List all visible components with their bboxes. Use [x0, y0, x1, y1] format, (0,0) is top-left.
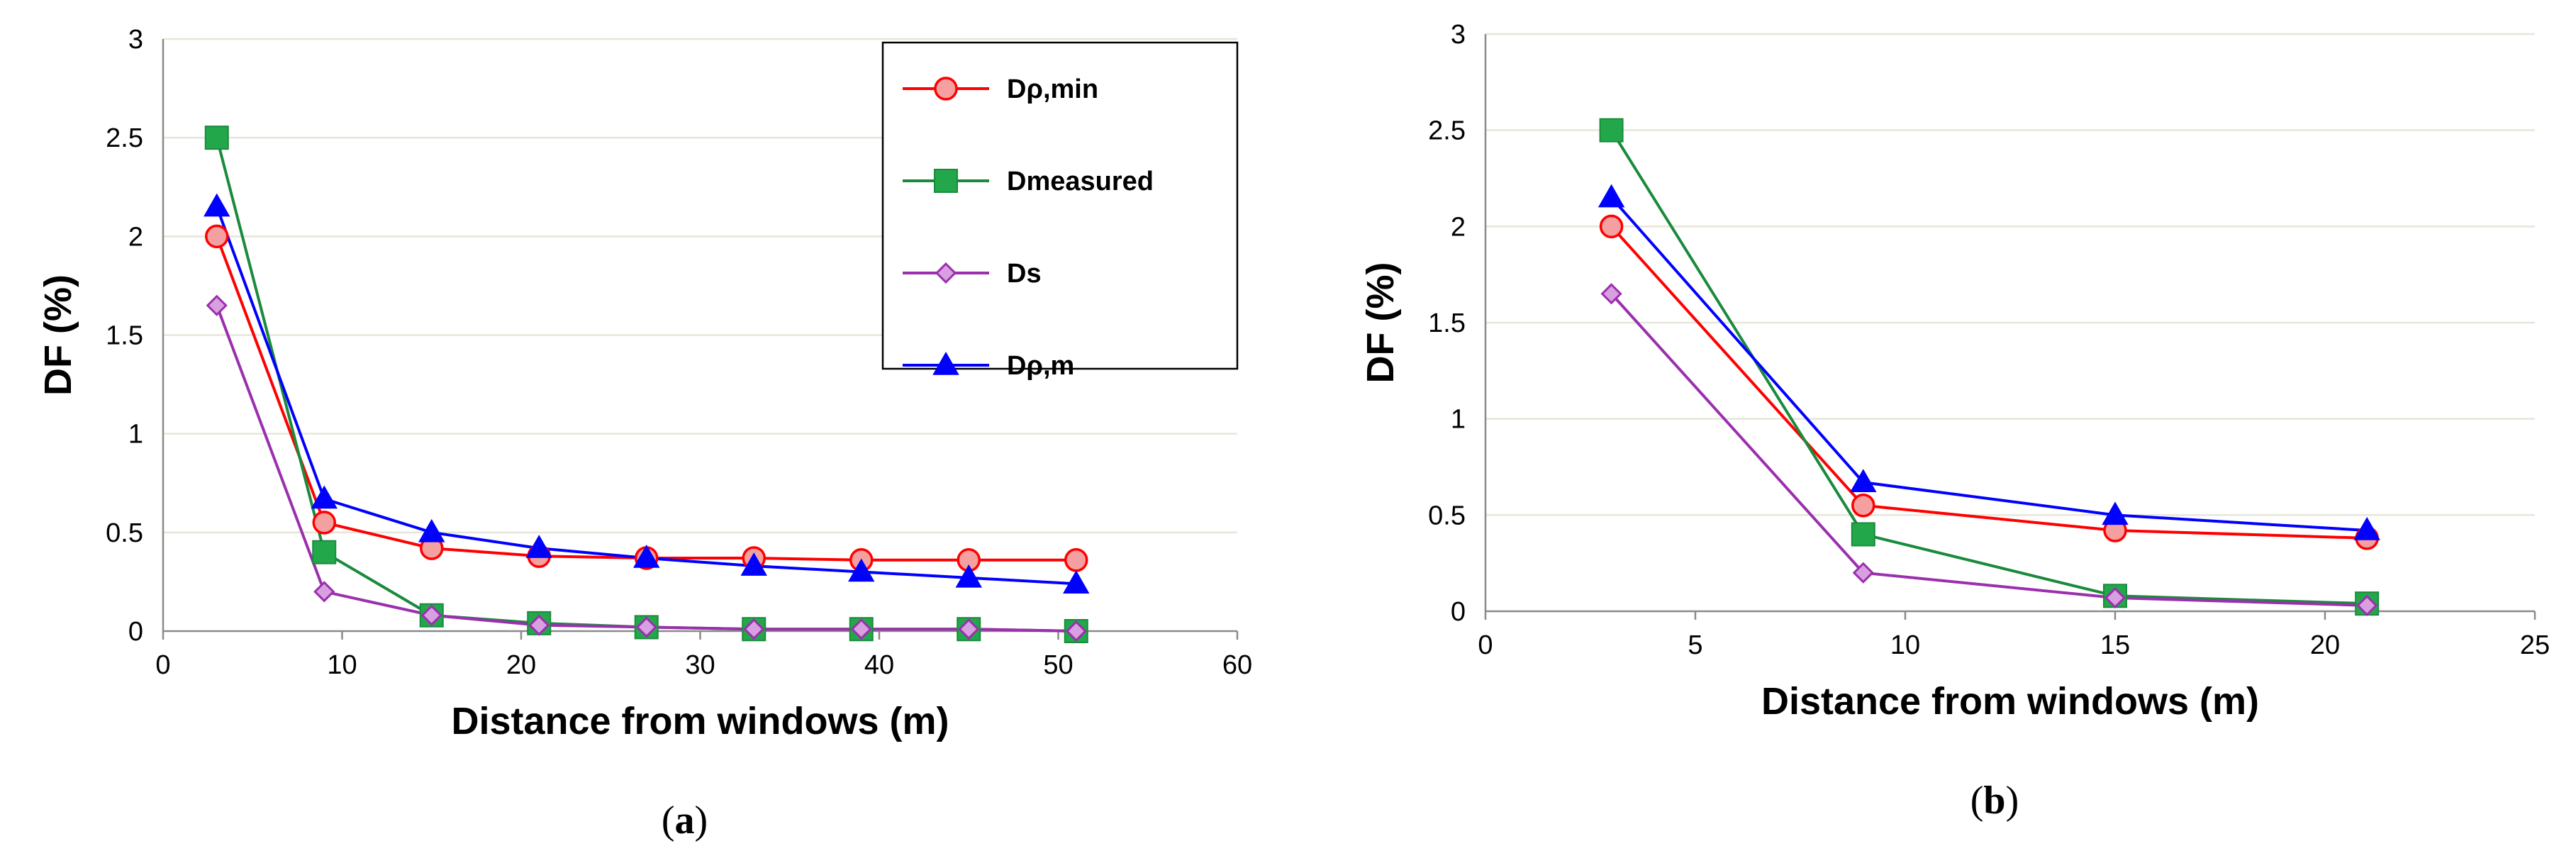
caption-close-paren: )	[2006, 779, 2019, 823]
y-tick-label: 1	[128, 420, 143, 450]
series-line-d-m	[1610, 196, 2368, 533]
data-point-d-m	[848, 558, 875, 582]
data-point-d-m	[1063, 570, 1090, 594]
caption-open-paren: (	[1970, 779, 1984, 823]
legend-label-ds: Ds	[1007, 259, 1042, 289]
data-point-ds	[206, 294, 228, 316]
chart-panel-b: 0 0.5 1 1.5 2 2.5 3 0 5 10 15 20 25 Distance from win…	[1359, 20, 2550, 823]
panel-caption: (a)	[662, 798, 708, 842]
data-point-dmeasured	[1851, 522, 1875, 547]
x-tick-label: 10	[327, 650, 357, 680]
y-tick-label: 1.5	[1428, 308, 1466, 338]
y-tick-label: 0	[128, 617, 143, 647]
data-point-ds	[2104, 586, 2126, 609]
legend-marker-dmeasured	[934, 169, 958, 193]
data-point-ds	[635, 616, 657, 638]
legend-marker-d-m	[932, 351, 959, 375]
data-point-ds	[850, 618, 872, 640]
legend-label-d-m: Dρ,m	[1007, 351, 1074, 381]
data-point-d-min	[312, 511, 336, 535]
data-point-ds	[420, 604, 442, 626]
y-tick-label: 0.5	[106, 518, 143, 548]
panel-caption: (b)	[1970, 779, 2019, 823]
data-point-d-m	[2102, 501, 2129, 525]
x-tick-label: 20	[506, 650, 536, 680]
series-line-ds	[1610, 292, 2368, 607]
data-point-d-m	[1850, 469, 1877, 492]
caption-open-paren: (	[662, 798, 675, 842]
x-tick-label: 20	[2310, 630, 2340, 660]
y-tick-label: 1.5	[106, 321, 143, 351]
panel-label: a	[675, 798, 695, 842]
y-tick-label: 1	[1451, 405, 1466, 435]
x-tick-label: 40	[864, 650, 894, 680]
data-point-dmeasured	[312, 540, 337, 564]
x-tick-label: 10	[1890, 630, 1920, 660]
legend: Dρ,min Dmeasured Ds Dρ,m	[881, 41, 1239, 381]
x-tick-label: 60	[1222, 650, 1252, 680]
data-point-d-m	[418, 518, 445, 542]
y-axis-title: DF (%)	[37, 274, 79, 396]
x-tick-label: 5	[1688, 630, 1702, 660]
data-point-ds	[958, 618, 980, 640]
y-tick-label: 2	[128, 222, 143, 252]
y-tick-label: 2	[1451, 212, 1466, 242]
data-point-ds	[2356, 594, 2378, 616]
data-point-d-m	[1598, 184, 1625, 208]
data-point-ds	[1600, 283, 1622, 305]
x-axis-title: Distance from windows (m)	[1761, 680, 2259, 723]
data-point-d-m	[311, 485, 338, 509]
x-tick-label: 50	[1043, 650, 1073, 680]
x-tick-label: 0	[1478, 630, 1493, 660]
panel-label: b	[1983, 779, 2005, 823]
y-tick-label: 0	[1451, 597, 1466, 627]
series-line-dmeasured	[1610, 129, 2368, 606]
data-point-ds	[1065, 620, 1087, 642]
data-point-ds	[528, 614, 550, 636]
data-point-d-m	[525, 535, 552, 558]
data-point-d-m	[740, 552, 767, 576]
legend-label-dmeasured: Dmeasured	[1007, 167, 1154, 196]
x-axis-title: Distance from windows (m)	[451, 700, 949, 742]
data-point-d-m	[633, 545, 660, 568]
x-tick-label: 0	[155, 650, 170, 680]
data-point-d-m	[2353, 517, 2380, 540]
data-point-ds	[1852, 562, 1874, 584]
data-point-dmeasured	[204, 126, 229, 150]
data-point-d-m	[203, 193, 230, 217]
series-line-d-min	[1610, 225, 2368, 540]
data-point-ds	[743, 618, 765, 640]
y-tick-label: 2.5	[106, 123, 143, 153]
y-tick-label: 2.5	[1428, 116, 1466, 146]
data-point-d-min	[205, 224, 229, 249]
data-point-d-min	[1064, 548, 1088, 572]
y-tick-label: 0.5	[1428, 501, 1466, 530]
legend-label-d-min: Dρ,min	[1007, 74, 1098, 104]
data-point-d-min	[1851, 494, 1875, 518]
data-point-ds	[313, 581, 335, 603]
x-tick-label: 15	[2100, 630, 2130, 660]
data-point-d-m	[955, 564, 982, 588]
legend-marker-d-min	[934, 77, 958, 101]
x-tick-label: 25	[2520, 630, 2550, 660]
x-tick-label: 30	[685, 650, 715, 680]
y-tick-label: 3	[128, 25, 143, 55]
caption-close-paren: )	[695, 798, 708, 842]
data-point-d-min	[1599, 214, 1624, 239]
legend-marker-ds	[935, 262, 957, 284]
data-point-dmeasured	[1599, 118, 1624, 143]
y-tick-label: 3	[1451, 20, 1466, 50]
y-axis-title: DF (%)	[1359, 262, 1402, 384]
